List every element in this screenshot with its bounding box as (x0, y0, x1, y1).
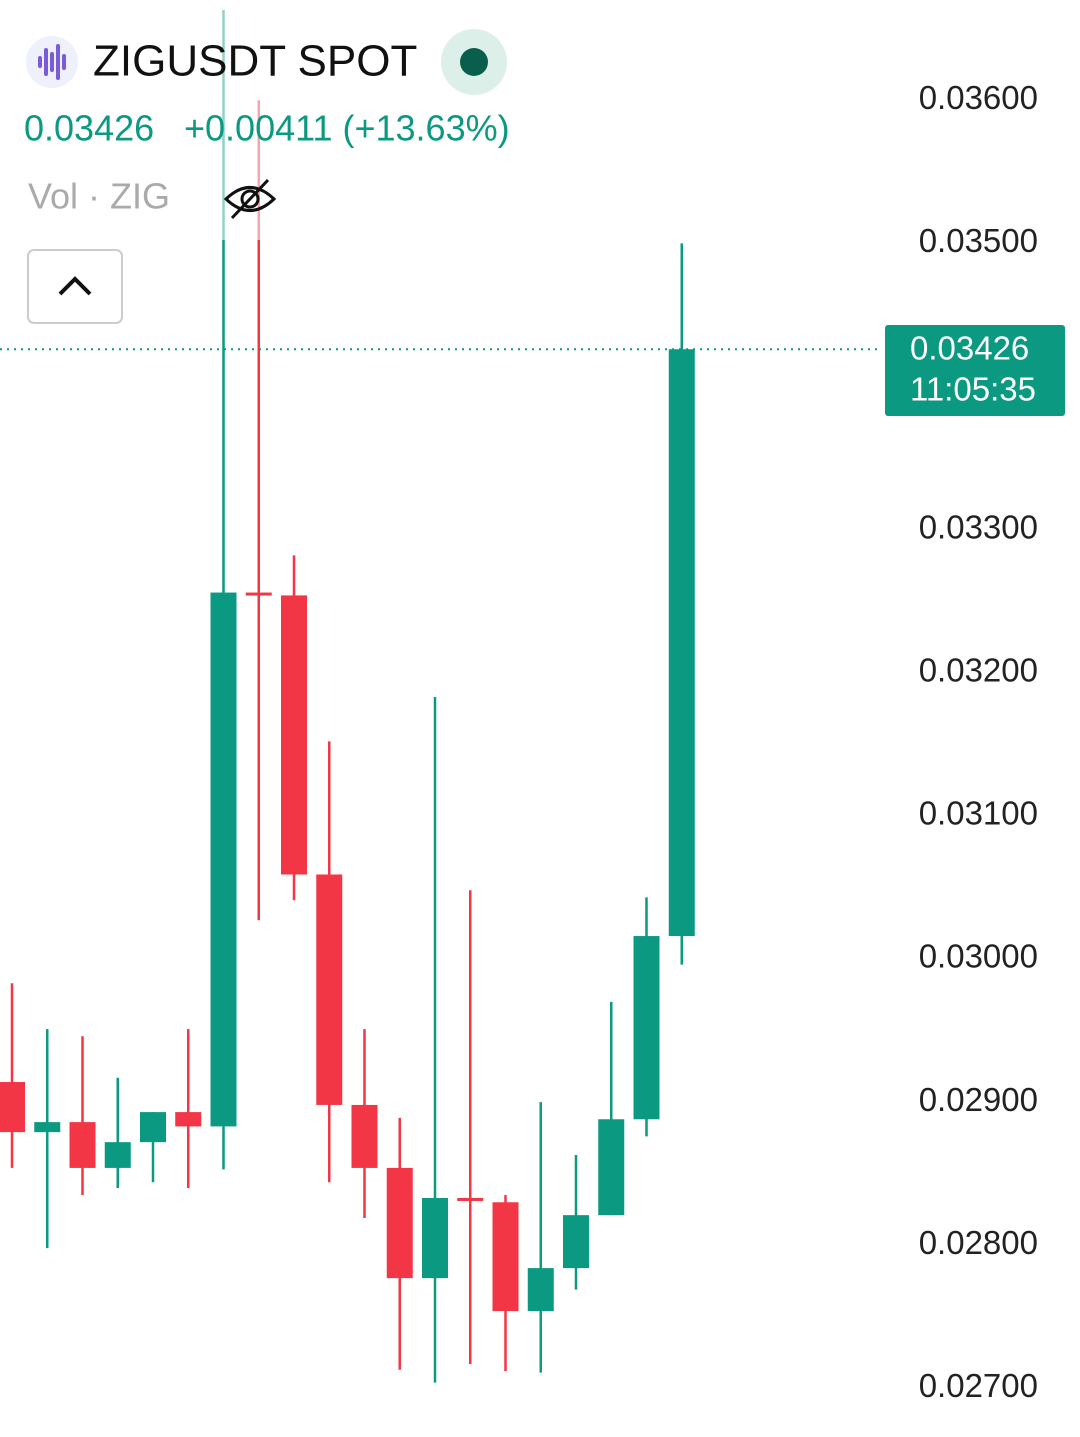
price-tag (885, 325, 1065, 416)
candle-body (69, 1122, 96, 1168)
candle-body (140, 1112, 166, 1143)
collapse-button[interactable] (27, 249, 123, 324)
y-tick-label: 0.02700 (919, 1367, 1038, 1404)
last-price-text: 0.03426 (24, 108, 154, 149)
price-tag-countdown: 11:05:35 (910, 371, 1036, 408)
y-tick-label: 0.03500 (919, 222, 1038, 259)
chevron (58, 276, 92, 296)
candle-body (245, 592, 272, 596)
volume-label: Vol · ZIG (28, 176, 170, 217)
y-tick-label: 0.03600 (919, 79, 1038, 116)
candle-body (633, 936, 660, 1120)
candle-body (457, 1197, 484, 1201)
symbol-title: ZIGUSDT SPOT (93, 37, 417, 86)
y-tick-label: 0.02900 (919, 1081, 1038, 1118)
symbol-icon (26, 36, 78, 88)
candle-body (386, 1167, 413, 1279)
hide-icon (223, 178, 277, 220)
candle-body (34, 1122, 61, 1133)
candle-body (668, 349, 695, 937)
candle-body (351, 1104, 378, 1168)
candle-body (210, 592, 237, 1127)
candle-body (104, 1142, 131, 1168)
y-tick-label: 0.03100 (919, 795, 1038, 832)
candle-body (492, 1202, 519, 1312)
candle-body (527, 1268, 554, 1312)
price-tag-value: 0.03426 (910, 330, 1029, 367)
change-text: +0.00411 (+13.63%) (184, 108, 510, 149)
candle-body (0, 1082, 25, 1133)
y-tick-label: 0.02800 (919, 1224, 1038, 1261)
y-tick-label: 0.03200 (919, 651, 1038, 688)
candle-body (563, 1215, 589, 1269)
candle-body (422, 1197, 448, 1279)
candle-body (175, 1112, 202, 1127)
candle-body (316, 874, 343, 1105)
y-tick-label: 0.03000 (919, 938, 1038, 975)
slash (230, 178, 270, 220)
candle-body (598, 1119, 625, 1216)
button-frame (27, 249, 123, 324)
status-dot (460, 48, 488, 76)
pupil (240, 189, 260, 209)
candle-body (281, 595, 307, 875)
y-tick-label: 0.03300 (919, 508, 1038, 545)
header-veil (220, 8, 290, 240)
